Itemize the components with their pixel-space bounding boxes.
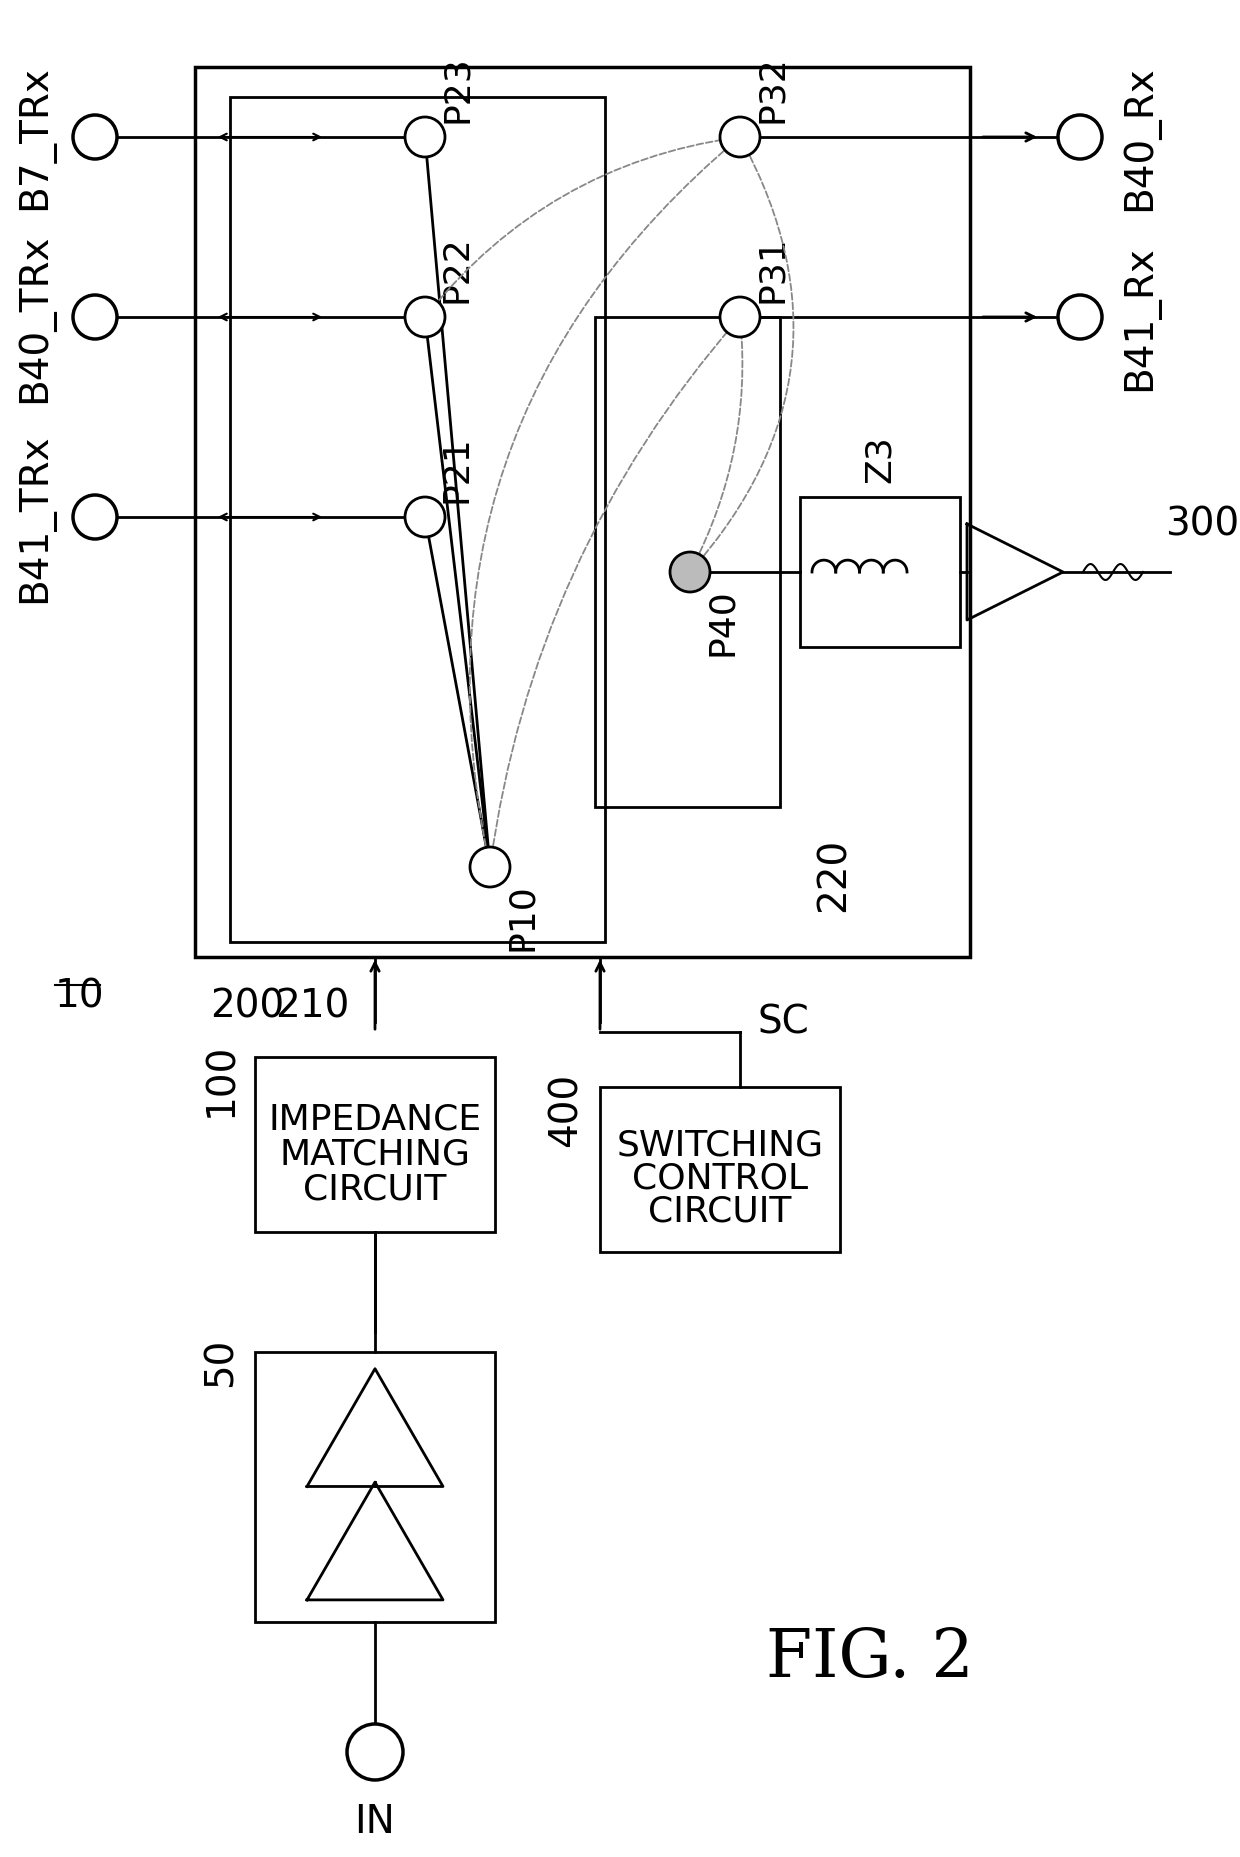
Circle shape	[405, 498, 445, 539]
Circle shape	[1058, 115, 1102, 160]
Text: 400: 400	[547, 1073, 585, 1146]
Bar	[800, 498, 960, 648]
Circle shape	[73, 295, 117, 340]
Text: 210: 210	[275, 988, 350, 1025]
Text: SC: SC	[758, 1003, 810, 1042]
Text: P32: P32	[755, 56, 789, 123]
Text: 300: 300	[1166, 505, 1239, 542]
Text: P22: P22	[440, 236, 474, 303]
Text: IMPEDANCE: IMPEDANCE	[268, 1101, 481, 1136]
Text: FIG. 2: FIG. 2	[766, 1625, 973, 1690]
Text: 220: 220	[815, 838, 853, 912]
Bar	[595, 318, 780, 808]
Text: P31: P31	[755, 236, 789, 303]
Circle shape	[405, 297, 445, 338]
Bar	[255, 1057, 495, 1233]
Text: B7_TRx: B7_TRx	[16, 65, 55, 210]
Bar	[195, 69, 970, 958]
Circle shape	[73, 496, 117, 540]
Text: 100: 100	[202, 1042, 241, 1116]
Text: Z3: Z3	[863, 435, 897, 483]
Circle shape	[670, 553, 711, 592]
Text: 200: 200	[210, 988, 284, 1025]
Circle shape	[1058, 295, 1102, 340]
Text: 10: 10	[55, 977, 104, 1016]
Text: P40: P40	[706, 587, 739, 656]
Circle shape	[470, 847, 510, 888]
Text: B40_Rx: B40_Rx	[1121, 65, 1159, 210]
Text: CIRCUIT: CIRCUIT	[649, 1194, 791, 1227]
Bar	[229, 98, 605, 943]
Text: P23: P23	[440, 56, 474, 123]
Text: IN: IN	[355, 1801, 396, 1840]
Text: CIRCUIT: CIRCUIT	[304, 1172, 446, 1205]
Text: SWITCHING: SWITCHING	[616, 1129, 823, 1162]
Text: B40_TRx: B40_TRx	[16, 234, 55, 403]
Text: P21: P21	[440, 435, 474, 503]
Bar	[600, 1088, 839, 1252]
Text: CONTROL: CONTROL	[632, 1161, 808, 1196]
Text: 50: 50	[202, 1337, 241, 1387]
Text: B41_Rx: B41_Rx	[1121, 245, 1159, 390]
Text: B41_TRx: B41_TRx	[16, 433, 55, 602]
Circle shape	[347, 1723, 403, 1781]
Circle shape	[720, 119, 760, 158]
Bar	[255, 1352, 495, 1623]
Circle shape	[73, 115, 117, 160]
Circle shape	[405, 119, 445, 158]
Text: MATCHING: MATCHING	[279, 1136, 470, 1170]
Circle shape	[720, 297, 760, 338]
Text: P10: P10	[505, 882, 539, 951]
